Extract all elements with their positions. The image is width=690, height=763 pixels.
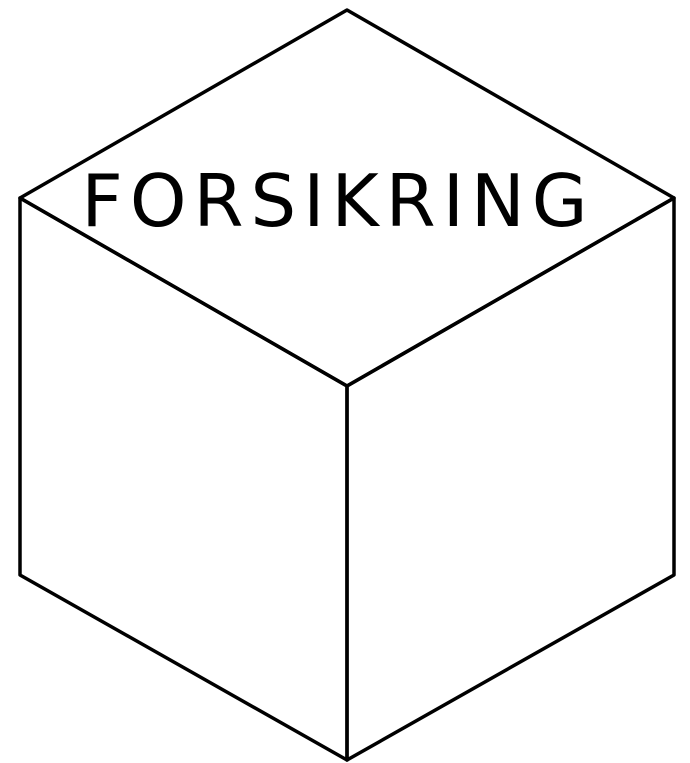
cube-right-face	[345, 196, 676, 762]
cube-label: FORSIKRING	[81, 159, 594, 243]
cube-left-face	[18, 196, 349, 762]
